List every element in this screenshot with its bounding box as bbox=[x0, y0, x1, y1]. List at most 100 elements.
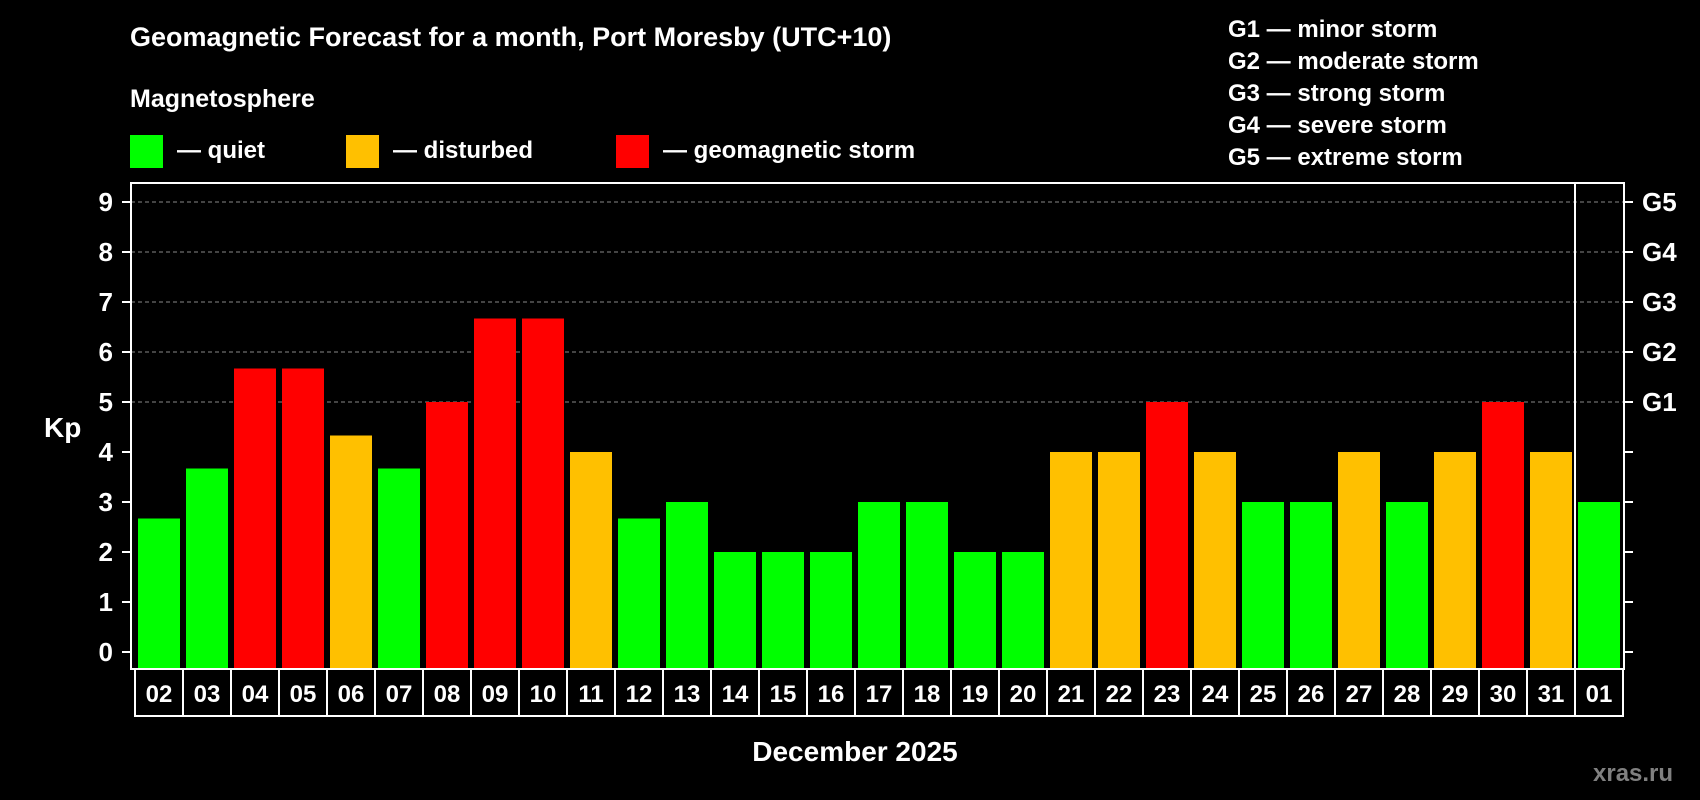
g-level-label: G2 bbox=[1642, 337, 1677, 367]
g-level-label: G4 bbox=[1642, 237, 1677, 267]
legend-item-storm: — geomagnetic storm bbox=[616, 134, 915, 168]
date-label: 29 bbox=[1442, 681, 1469, 708]
y-tick-label: 6 bbox=[99, 337, 113, 367]
legend-label: — disturbed bbox=[393, 137, 534, 164]
date-label: 13 bbox=[674, 681, 701, 708]
bar-29 bbox=[1434, 452, 1476, 668]
bar-10 bbox=[522, 318, 564, 668]
y-tick-label: 3 bbox=[99, 487, 113, 517]
date-label: 15 bbox=[770, 681, 797, 708]
date-label: 06 bbox=[338, 681, 365, 708]
legend-item-quiet: — quiet bbox=[130, 134, 265, 168]
x-axis-label: December 2025 bbox=[752, 736, 958, 767]
g-level-label: G3 bbox=[1642, 287, 1677, 317]
y-tick-label: 8 bbox=[99, 237, 113, 267]
legend-label: — quiet bbox=[177, 137, 265, 164]
bar-25 bbox=[1242, 502, 1284, 668]
date-label: 31 bbox=[1538, 681, 1565, 708]
date-label: 25 bbox=[1250, 681, 1277, 708]
bar-27 bbox=[1338, 452, 1380, 668]
bar-28 bbox=[1386, 502, 1428, 668]
bar-14 bbox=[714, 552, 756, 668]
g-scale-g3: G3 — strong storm bbox=[1228, 80, 1446, 107]
bar-07 bbox=[378, 468, 420, 668]
date-label: 28 bbox=[1394, 681, 1421, 708]
date-label: 04 bbox=[242, 681, 269, 708]
y-tick-label: 1 bbox=[99, 587, 113, 617]
quiet-swatch-icon bbox=[130, 134, 163, 168]
chart-title: Geomagnetic Forecast for a month, Port M… bbox=[130, 22, 892, 52]
g-scale-g1: G1 — minor storm bbox=[1228, 16, 1438, 43]
date-label: 16 bbox=[818, 681, 845, 708]
g-scale-g2: G2 — moderate storm bbox=[1228, 48, 1479, 75]
disturbed-swatch-icon bbox=[346, 134, 379, 168]
date-row: 02 03 04 05 06 07 08 09 10 11 12 13 14 15 16 17 18 19 20 21… bbox=[134, 668, 1624, 717]
legend-label: — geomagnetic storm bbox=[663, 137, 916, 164]
date-label: 03 bbox=[194, 681, 221, 708]
bar-02 bbox=[138, 518, 180, 668]
bar-04 bbox=[234, 368, 276, 668]
date-label: 26 bbox=[1298, 681, 1325, 708]
y-tick-label: 9 bbox=[99, 187, 113, 217]
axes: 0 1 2 3 4 5 6 7 8 9 G1 G2 G3 G4 G5 Kp bbox=[44, 182, 1677, 670]
bar-23 bbox=[1146, 402, 1188, 668]
date-label: 01 bbox=[1586, 681, 1613, 708]
date-label: 02 bbox=[146, 681, 173, 708]
legend-heading: Magnetosphere bbox=[130, 85, 315, 113]
date-label: 11 bbox=[578, 681, 603, 708]
date-label: 10 bbox=[530, 681, 557, 708]
date-label: 05 bbox=[290, 681, 317, 708]
bar-17 bbox=[858, 502, 900, 668]
watermark: xras.ru bbox=[1593, 760, 1674, 787]
g-level-label: G5 bbox=[1642, 187, 1677, 217]
bar-20 bbox=[1002, 552, 1044, 668]
date-label: 24 bbox=[1202, 681, 1229, 708]
bar-11 bbox=[570, 452, 612, 668]
bars bbox=[138, 318, 1620, 668]
bar-12 bbox=[618, 518, 660, 668]
y-tick-label: 4 bbox=[99, 437, 114, 467]
g-scale-g5: G5 — extreme storm bbox=[1228, 144, 1463, 171]
gridlines bbox=[131, 201, 1624, 403]
g-scale-legend: G1 — minor storm G2 — moderate storm G3 … bbox=[1228, 14, 1479, 174]
bar-13 bbox=[666, 502, 708, 668]
bar-31 bbox=[1530, 452, 1572, 668]
date-label: 19 bbox=[962, 681, 989, 708]
date-label: 08 bbox=[434, 681, 461, 708]
y-tick-label: 0 bbox=[99, 637, 113, 667]
bar-06 bbox=[330, 435, 372, 668]
date-label: 22 bbox=[1106, 681, 1133, 708]
bar-19 bbox=[954, 552, 996, 668]
date-label: 18 bbox=[914, 681, 941, 708]
date-label: 21 bbox=[1058, 681, 1085, 708]
g-scale-g4: G4 — severe storm bbox=[1228, 112, 1447, 139]
date-label: 27 bbox=[1346, 681, 1373, 708]
bar-16 bbox=[810, 552, 852, 668]
bar-24 bbox=[1194, 452, 1236, 668]
storm-swatch-icon bbox=[616, 134, 649, 168]
bar-05 bbox=[282, 368, 324, 668]
date-label: 23 bbox=[1154, 681, 1181, 708]
y-tick-label: 5 bbox=[99, 387, 113, 417]
bar-15 bbox=[762, 552, 804, 668]
bar-26 bbox=[1290, 502, 1332, 668]
bar-18 bbox=[906, 502, 948, 668]
bar-01 bbox=[1578, 502, 1620, 668]
legend-item-disturbed: — disturbed bbox=[346, 134, 533, 168]
date-label: 09 bbox=[482, 681, 509, 708]
bar-30 bbox=[1482, 402, 1524, 668]
y-tick-label: 2 bbox=[99, 537, 113, 567]
date-label: 14 bbox=[722, 681, 749, 708]
bar-21 bbox=[1050, 452, 1092, 668]
date-label: 07 bbox=[386, 681, 413, 708]
bar-03 bbox=[186, 468, 228, 668]
y-tick-label: 7 bbox=[99, 287, 113, 317]
y-axis-label: Kp bbox=[44, 412, 81, 443]
date-label: 20 bbox=[1010, 681, 1037, 708]
date-row-frame bbox=[134, 668, 1624, 717]
g-level-label: G1 bbox=[1642, 387, 1677, 417]
bar-08 bbox=[426, 402, 468, 668]
date-label: 30 bbox=[1490, 681, 1517, 708]
bar-09 bbox=[474, 318, 516, 668]
